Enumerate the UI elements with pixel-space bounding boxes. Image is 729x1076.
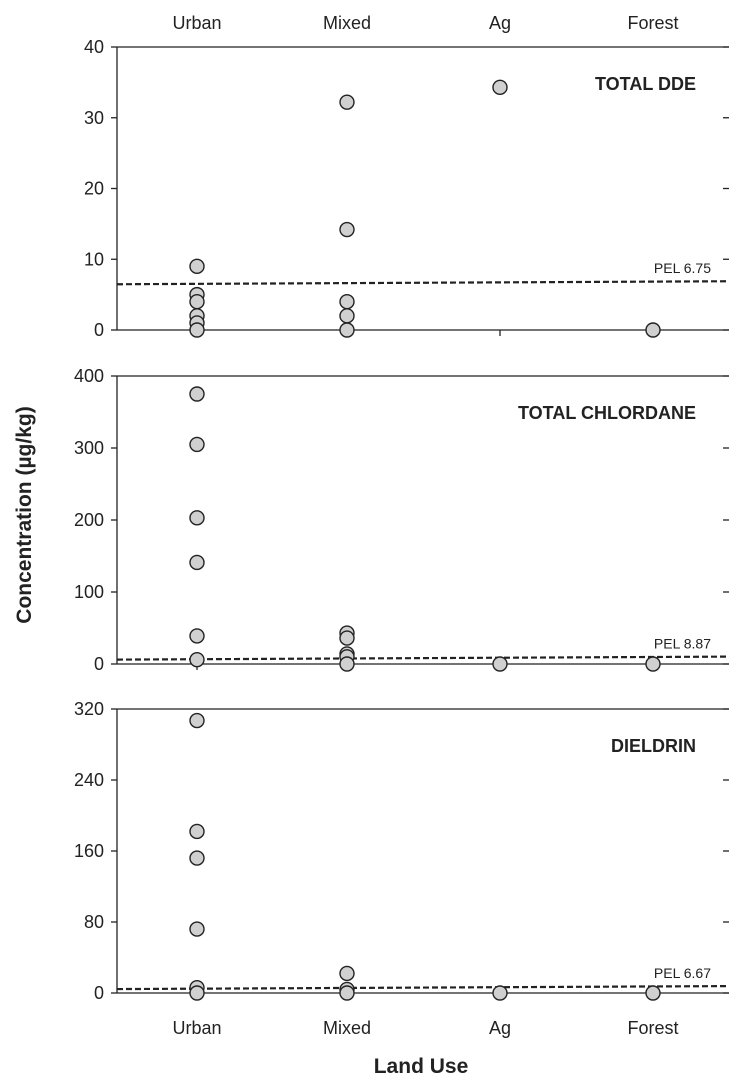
data-point — [189, 258, 205, 275]
data-point — [189, 628, 205, 644]
data-point — [189, 823, 205, 840]
y-tick-label: 30 — [84, 108, 104, 128]
y-tick-label: 160 — [74, 841, 104, 861]
top-category-label: Forest — [627, 13, 678, 33]
data-point — [189, 651, 205, 668]
x-axis-title: Land Use — [374, 1055, 469, 1076]
data-point — [189, 850, 205, 866]
data-point — [339, 656, 355, 672]
data-point — [339, 221, 355, 238]
data-point — [189, 436, 205, 453]
data-point — [189, 322, 205, 338]
panel-title: TOTAL DDE — [595, 74, 696, 94]
y-tick-label: 200 — [74, 510, 104, 530]
bottom-category-label: Urban — [172, 1018, 221, 1038]
y-tick-label: 10 — [84, 249, 104, 269]
y-tick-label: 80 — [84, 912, 104, 932]
y-tick-label: 100 — [74, 582, 104, 602]
data-point — [339, 308, 355, 324]
data-point — [645, 985, 661, 1001]
data-point — [339, 94, 355, 110]
y-tick-label: 300 — [74, 438, 104, 458]
y-tick-label: 20 — [84, 179, 104, 199]
bottom-category-label: Mixed — [323, 1018, 371, 1038]
data-point — [492, 656, 508, 672]
y-axis-title: Concentration (µg/kg) — [13, 406, 36, 623]
pel-line — [116, 280, 729, 286]
pel-label: PEL 6.67 — [654, 965, 711, 981]
y-tick-label: 400 — [74, 366, 104, 386]
top-category-label: Urban — [172, 13, 221, 33]
data-point — [189, 921, 205, 937]
bottom-category-label: Forest — [627, 1018, 678, 1038]
data-point — [189, 554, 205, 571]
data-point — [189, 386, 205, 402]
data-point — [189, 510, 205, 526]
y-tick-label: 0 — [94, 983, 104, 1003]
y-tick-label: 0 — [94, 654, 104, 674]
y-tick-label: 40 — [84, 37, 104, 57]
data-point — [189, 712, 205, 729]
data-point — [645, 656, 661, 672]
panel-title: TOTAL CHLORDANE — [518, 403, 696, 423]
data-point — [189, 985, 205, 1001]
pel-label: PEL 6.75 — [654, 260, 711, 276]
data-point — [339, 294, 355, 310]
pel-line — [116, 655, 729, 661]
data-point — [189, 294, 205, 310]
data-point — [492, 985, 508, 1001]
data-point — [339, 322, 355, 338]
data-point — [339, 965, 355, 982]
pel-line — [116, 984, 729, 991]
y-tick-label: 240 — [74, 770, 104, 790]
top-category-label: Ag — [489, 13, 511, 33]
pel-label: PEL 8.87 — [654, 636, 711, 652]
data-point — [492, 79, 508, 96]
y-tick-label: 0 — [94, 320, 104, 340]
y-tick-label: 320 — [74, 699, 104, 719]
data-point — [339, 630, 355, 646]
bottom-category-label: Ag — [489, 1018, 511, 1038]
data-point — [339, 985, 355, 1001]
panel-title: DIELDRIN — [611, 736, 696, 756]
top-category-label: Mixed — [323, 13, 371, 33]
data-point — [645, 322, 661, 338]
